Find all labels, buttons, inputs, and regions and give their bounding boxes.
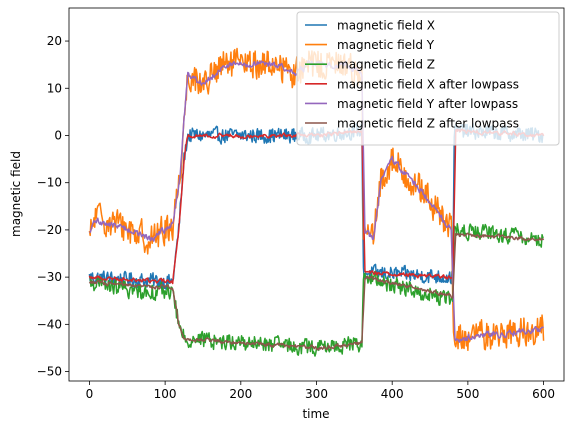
y-tick-label: −40 [37,317,62,331]
x-tick-label: 500 [456,387,479,401]
legend-label-4: magnetic field X after lowpass [337,77,519,91]
legend-label-2: magnetic field Y [337,38,435,52]
y-tick-label: 0 [54,128,62,142]
x-tick-label: 400 [381,387,404,401]
y-tick-label: 20 [47,34,62,48]
x-tick-label: 0 [86,387,94,401]
x-tick-label: 200 [229,387,252,401]
x-tick-label: 600 [532,387,555,401]
y-tick-label: −50 [37,365,62,379]
legend-label-1: magnetic field X [337,19,435,33]
y-axis-label: magnetic field [9,151,23,237]
y-tick-label: 10 [47,81,62,95]
y-tick-label: −20 [37,223,62,237]
legend-box [296,11,560,146]
y-axis-ticks: −50 −40 −30 −20 −10 0 10 20 [37,34,69,379]
series-line-6 [88,232,545,351]
x-tick-label: 100 [154,387,177,401]
y-tick-label: −10 [37,176,62,190]
x-axis-ticks: 0 100 200 300 400 500 600 [86,381,555,401]
x-axis-label: time [302,407,329,421]
legend-label-6: magnetic field Z after lowpass [337,117,519,131]
x-tick-label: 300 [305,387,328,401]
legend-label-3: magnetic field Z [337,58,435,72]
legend: magnetic field X magnetic field Y magnetic… [296,11,560,146]
legend-label-5: magnetic field Y after lowpass [337,97,518,111]
y-tick-label: −30 [37,270,62,284]
